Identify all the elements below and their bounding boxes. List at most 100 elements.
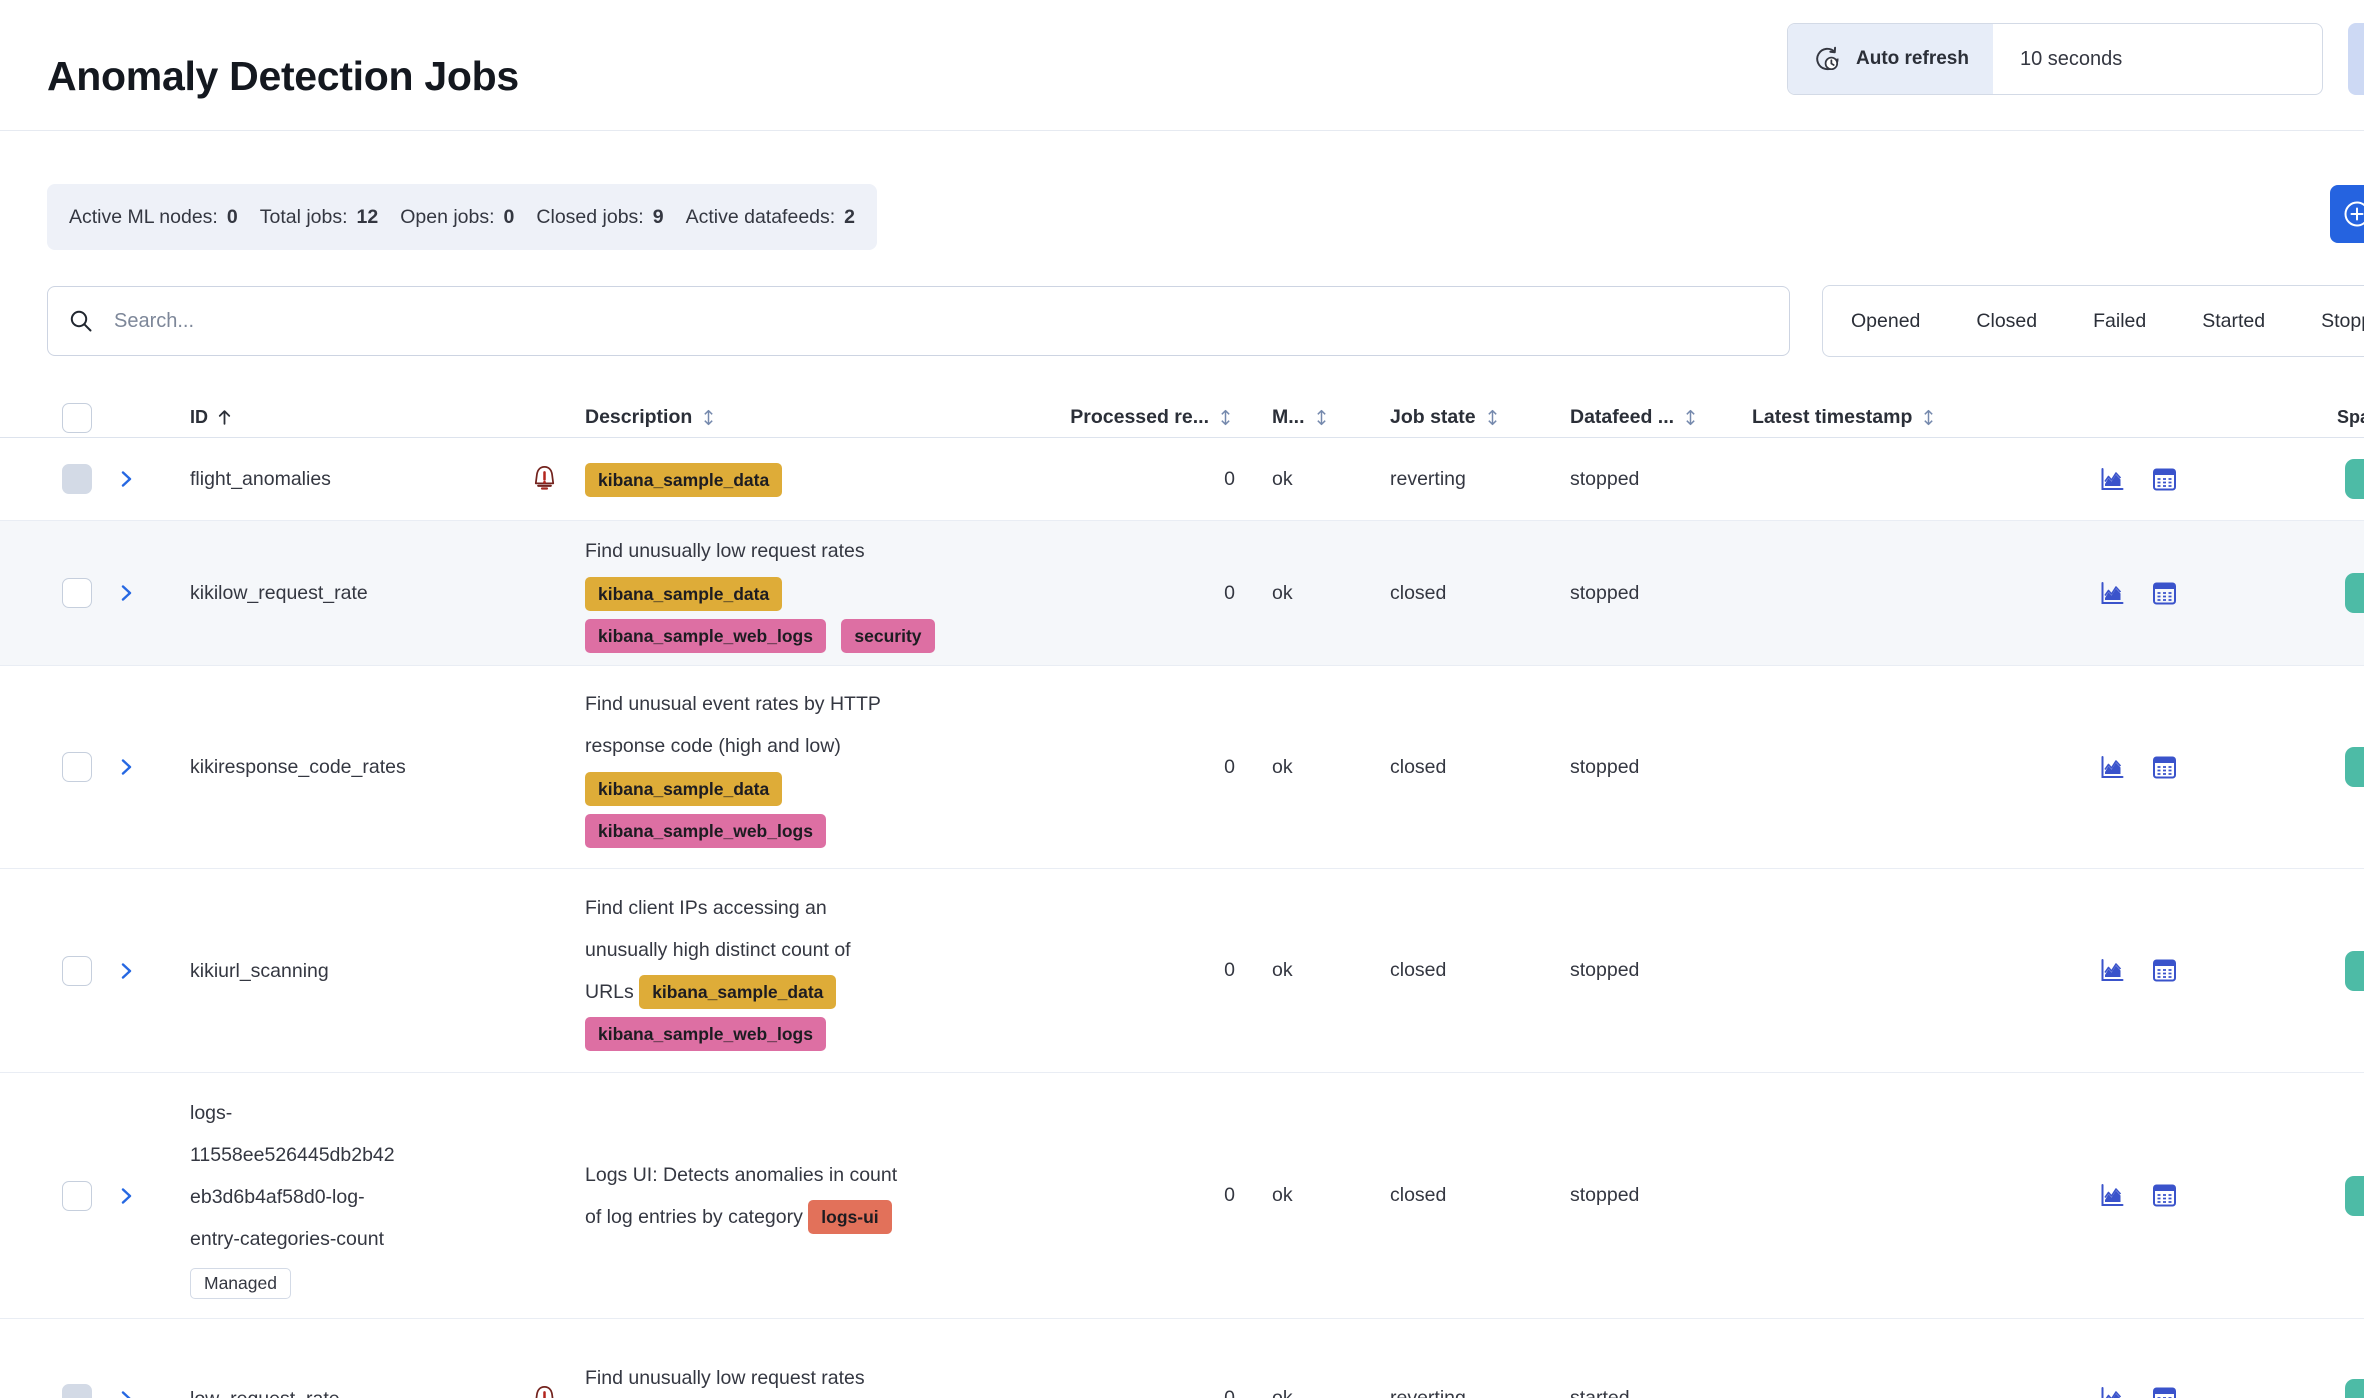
- memory-status-value: ok: [1272, 581, 1293, 604]
- alert-bell-icon[interactable]: [529, 1383, 560, 1398]
- job-id: flight_anomalies: [190, 468, 331, 490]
- column-header-description[interactable]: Description: [585, 406, 718, 429]
- processed-records-value: 0: [1224, 1184, 1235, 1206]
- auto-refresh-toggle[interactable]: Auto refresh: [1788, 24, 1993, 94]
- expand-row-button[interactable]: [115, 1185, 137, 1207]
- create-job-button[interactable]: [2330, 185, 2364, 243]
- description-cell: Find unusually low request rates kibana_…: [515, 1357, 1040, 1398]
- sort-ascending-icon: [218, 410, 231, 425]
- description-cell: Logs UI: Detects anomalies in count of l…: [515, 1154, 1040, 1238]
- single-metric-viewer-button[interactable]: [2098, 1182, 2125, 1209]
- anomaly-explorer-icon: [2153, 959, 2176, 982]
- row-checkbox[interactable]: [62, 955, 92, 986]
- anomaly-explorer-button[interactable]: [2151, 580, 2178, 607]
- row-checkbox[interactable]: [62, 1383, 92, 1398]
- job-state-value: closed: [1390, 755, 1447, 778]
- expand-row-button[interactable]: [115, 468, 137, 490]
- filter-failed[interactable]: Failed: [2065, 286, 2174, 356]
- expand-row-button[interactable]: [115, 582, 137, 604]
- single-metric-viewer-button[interactable]: [2098, 957, 2125, 984]
- row-checkbox[interactable]: [62, 578, 92, 608]
- column-header-latest-timestamp[interactable]: Latest timestamp: [1752, 406, 1938, 429]
- description-cell: kibana_sample_data: [515, 458, 1040, 500]
- filter-started[interactable]: Started: [2174, 286, 2293, 356]
- table-row: kikilow_request_rate Find unusually low …: [0, 521, 2364, 666]
- chevron-right-icon: [121, 585, 132, 601]
- filter-opened[interactable]: Opened: [1823, 286, 1948, 356]
- stat-open-jobs: Open jobs: 0: [400, 205, 515, 228]
- column-header-spaces[interactable]: Spaces: [2337, 407, 2364, 427]
- space-badge[interactable]: [2345, 1378, 2364, 1398]
- chevron-right-icon: [121, 1390, 132, 1398]
- sortable-icon: [1924, 409, 1934, 426]
- expand-row-button[interactable]: [115, 960, 137, 982]
- row-checkbox[interactable]: [62, 752, 92, 782]
- anomaly-explorer-button[interactable]: [2151, 754, 2178, 781]
- table-row: low_request_rate Find unusually low requ…: [0, 1319, 2364, 1398]
- job-state-value: closed: [1390, 581, 1447, 604]
- job-state-value: reverting: [1390, 1387, 1466, 1398]
- job-stats-bar: Active ML nodes: 0 Total jobs: 12 Open job…: [47, 184, 878, 250]
- column-header-id[interactable]: ID: [190, 407, 234, 428]
- tag-badge: kibana_sample_data: [585, 576, 783, 611]
- datafeed-state-value: started: [1570, 1387, 1630, 1398]
- chevron-right-icon: [121, 759, 132, 775]
- tag-badge: kibana_sample_data: [585, 462, 783, 497]
- tag-badge: kibana_sample_web_logs: [585, 813, 826, 848]
- space-badge[interactable]: [2345, 747, 2364, 787]
- filter-closed[interactable]: Closed: [1948, 286, 2065, 356]
- alert-bell-icon[interactable]: [529, 464, 560, 495]
- single-metric-viewer-button[interactable]: [2098, 1385, 2125, 1398]
- processed-records-value: 0: [1224, 755, 1235, 778]
- table-header-row: ID Description Processed re... M...: [0, 398, 2364, 438]
- expand-row-button[interactable]: [115, 1388, 137, 1398]
- column-header-job-state[interactable]: Job state: [1390, 406, 1502, 429]
- space-badge[interactable]: [2345, 950, 2364, 991]
- tag-badge: kibana_sample_data: [585, 771, 783, 806]
- refresh-interval-select[interactable]: 10 seconds: [2019, 47, 2123, 70]
- job-id: low_request_rate: [190, 1378, 340, 1398]
- chevron-right-icon: [121, 1187, 132, 1204]
- single-metric-viewer-button[interactable]: [2098, 580, 2125, 607]
- filter-stopped[interactable]: Stopped: [2293, 286, 2364, 356]
- anomaly-explorer-button[interactable]: [2151, 1385, 2178, 1398]
- job-state-value: closed: [1390, 959, 1447, 981]
- column-header-processed-records[interactable]: Processed re...: [1070, 406, 1235, 429]
- column-header-memory-status[interactable]: M...: [1272, 406, 1331, 429]
- description-cell: Find unusual event rates by HTTP respons…: [515, 683, 1040, 851]
- sortable-icon: [1221, 409, 1230, 426]
- auto-refresh-control: Auto refresh 10 seconds: [1787, 23, 2323, 95]
- space-badge[interactable]: [2345, 1175, 2364, 1216]
- processed-records-value: 0: [1224, 959, 1235, 981]
- anomaly-explorer-button[interactable]: [2151, 1182, 2178, 1209]
- single-metric-viewer-icon: [2101, 581, 2124, 604]
- time-refresh-icon: [1816, 46, 1839, 70]
- job-state-value: reverting: [1390, 467, 1466, 490]
- expand-row-button[interactable]: [115, 756, 137, 778]
- memory-status-value: ok: [1272, 755, 1293, 778]
- job-description: Find unusual event rates by HTTP respons…: [585, 693, 881, 757]
- datafeed-state-value: stopped: [1570, 959, 1640, 981]
- anomaly-explorer-button[interactable]: [2151, 957, 2178, 984]
- processed-records-value: 0: [1224, 1387, 1235, 1398]
- page-title: Anomaly Detection Jobs: [47, 53, 519, 100]
- row-checkbox[interactable]: [62, 1180, 92, 1211]
- sortable-icon: [1686, 409, 1695, 426]
- job-description: Find unusually low request rates: [585, 540, 865, 562]
- space-badge[interactable]: [2345, 459, 2364, 499]
- space-badge[interactable]: [2345, 573, 2364, 613]
- anomaly-explorer-button[interactable]: [2151, 466, 2178, 493]
- memory-status-value: ok: [1272, 467, 1293, 490]
- single-metric-viewer-button[interactable]: [2098, 466, 2125, 493]
- select-all-checkbox[interactable]: [62, 402, 92, 433]
- search-input[interactable]: [47, 286, 1790, 356]
- description-cell: Find client IPs accessing an unusually h…: [515, 887, 1040, 1055]
- plus-in-circle-icon: [2344, 201, 2364, 227]
- row-checkbox[interactable]: [62, 464, 92, 494]
- table-row: logs- 11558ee526445db2b42 eb3d6b4af58d0-…: [0, 1073, 2364, 1319]
- job-description: Find unusually low request rates: [585, 1366, 865, 1389]
- edge-button-partial[interactable]: [2348, 23, 2364, 95]
- column-header-datafeed-state[interactable]: Datafeed ...: [1570, 406, 1700, 429]
- stat-total-jobs: Total jobs: 12: [259, 205, 379, 228]
- single-metric-viewer-button[interactable]: [2098, 754, 2125, 781]
